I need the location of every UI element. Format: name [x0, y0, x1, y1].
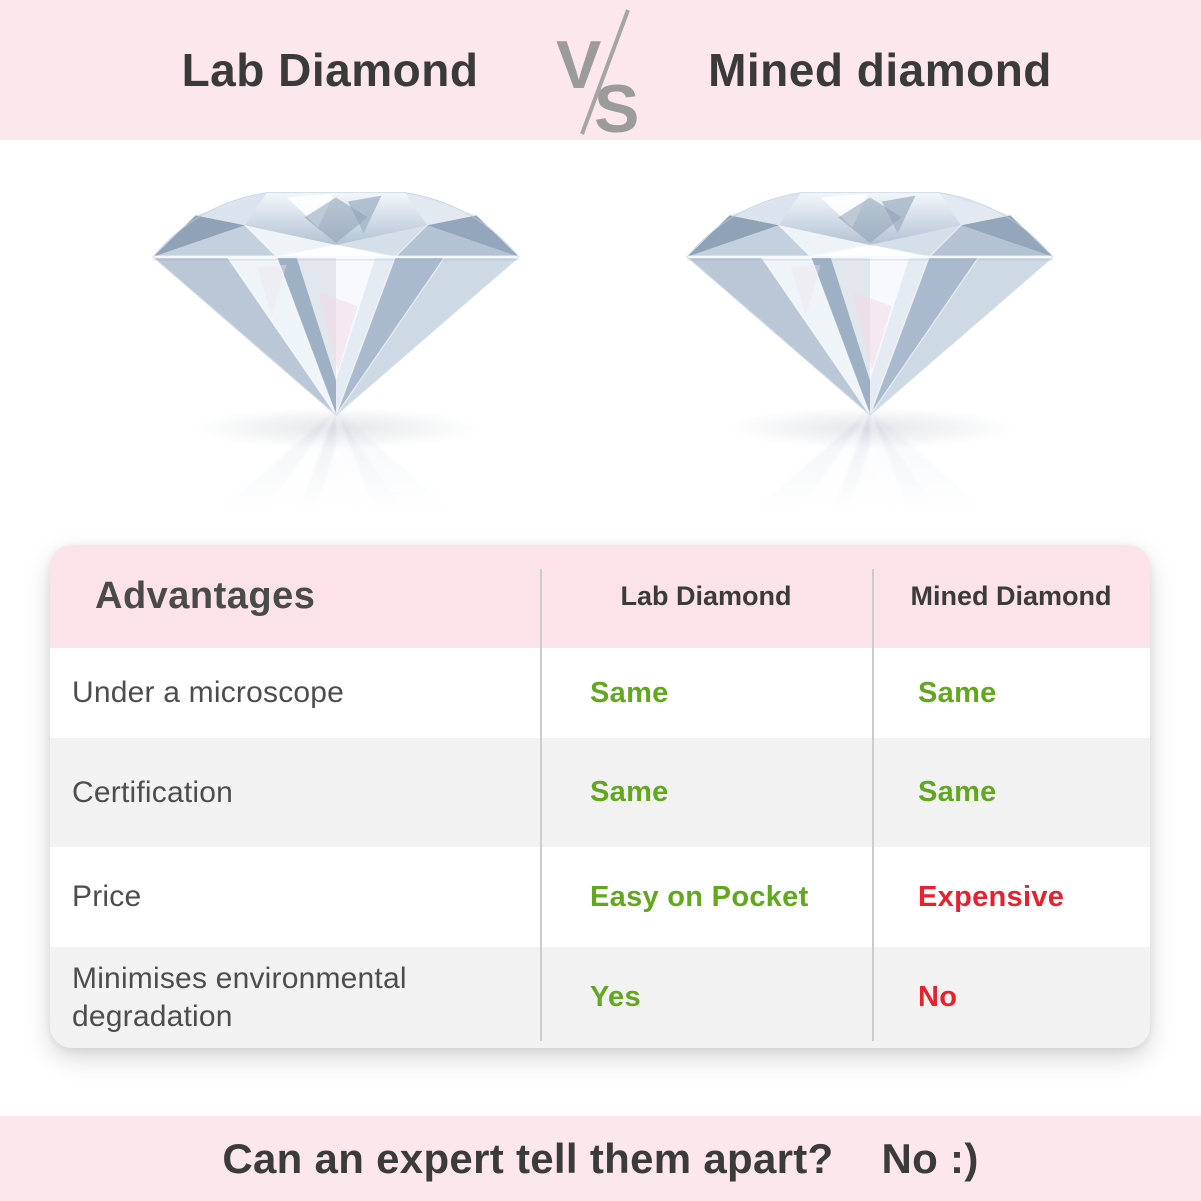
row-label-certification: Certification: [50, 738, 540, 847]
column-divider: [872, 569, 874, 1041]
mined-diamond-image: [672, 158, 1068, 558]
column-header-mined-diamond: Mined Diamond: [872, 545, 1150, 648]
vs-icon: V S: [556, 9, 639, 136]
row-value-mined: Same: [918, 676, 997, 709]
vs-slash: [580, 9, 630, 135]
row-value-mined: Same: [872, 738, 1150, 847]
bottom-banner: Can an expert tell them apart? No :): [0, 1116, 1201, 1201]
row-value-lab: Same: [540, 738, 872, 847]
lab-diamond-image: [138, 158, 534, 558]
row-value-lab: Easy on Pocket: [590, 880, 809, 913]
diamond-graphic: [672, 158, 1068, 425]
top-banner: Lab Diamond Mined diamond V S: [0, 0, 1201, 140]
row-value-lab: Same: [590, 676, 669, 709]
footer-question: Can an expert tell them apart?: [222, 1134, 834, 1182]
footer-answer: No :): [881, 1134, 979, 1182]
vs-letter-v: V: [556, 27, 601, 103]
column-header-lab-diamond: Lab Diamond: [540, 545, 872, 648]
row-label-environmental-degradation: Minimises environmental degradation: [50, 947, 540, 1048]
row-value-mined: Expensive: [918, 880, 1065, 913]
table-title: Advantages: [50, 545, 540, 648]
row-label-price: Price: [72, 880, 142, 914]
lab-diamond-title: Lab Diamond: [181, 44, 479, 96]
comparison-table: Advantages Lab Diamond Mined Diamond Und…: [50, 545, 1150, 1048]
row-label-under-a-microscope: Under a microscope: [72, 676, 345, 710]
column-divider: [540, 569, 542, 1041]
diamond-graphic: [138, 158, 534, 425]
row-value-lab: Yes: [540, 947, 872, 1048]
mined-diamond-title: Mined diamond: [708, 44, 1052, 96]
row-value-mined: No: [872, 947, 1150, 1048]
